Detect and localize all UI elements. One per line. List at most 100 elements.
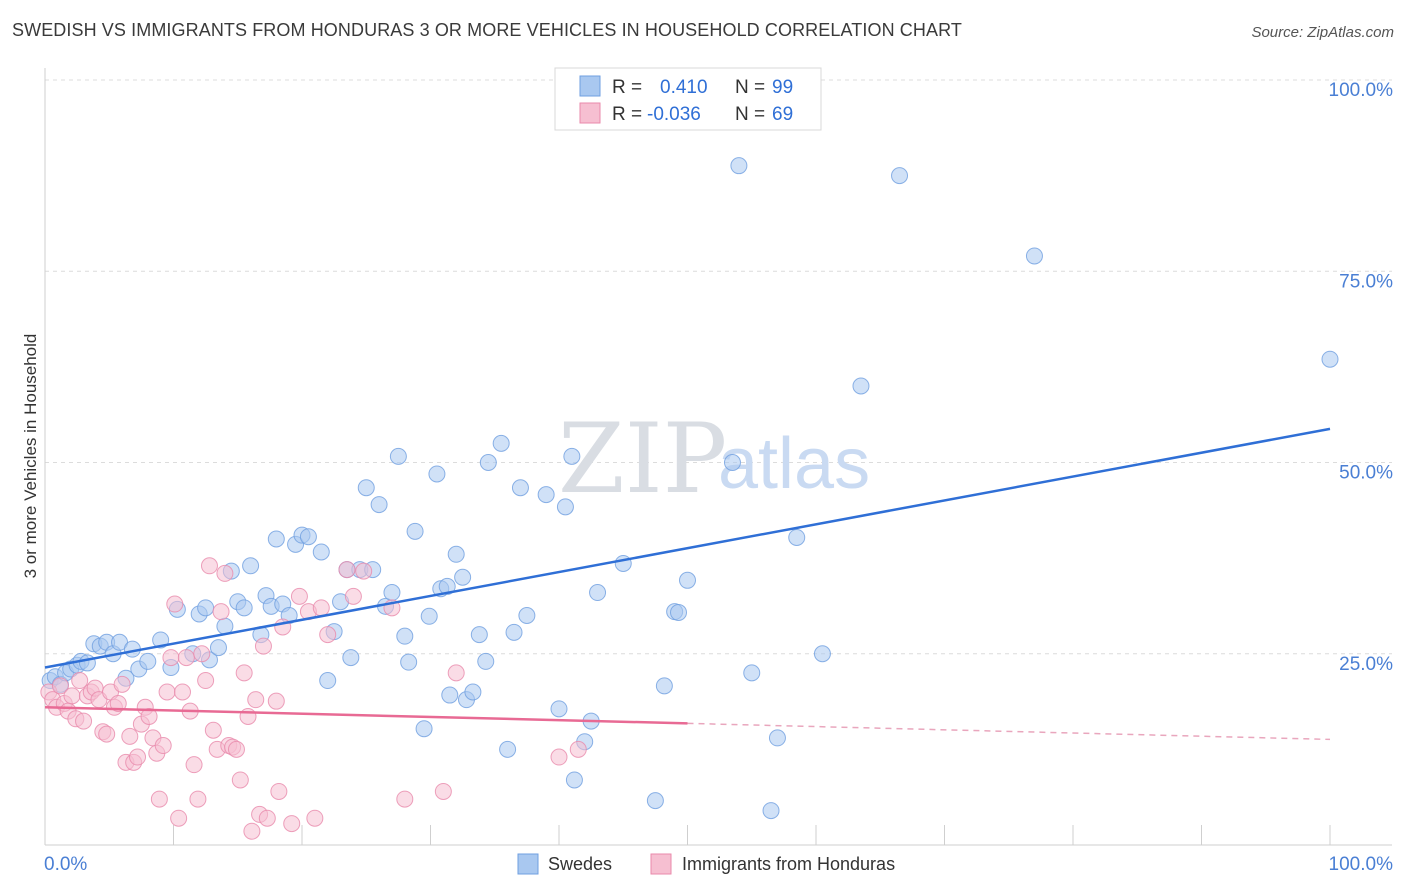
point-swedes (357, 479, 375, 497)
legend-n-value-2: 69 (772, 104, 793, 125)
point-swedes (312, 543, 330, 561)
watermark-atlas: atlas (718, 424, 870, 504)
legend-r-value-2: -0.036 (647, 104, 701, 125)
point-honduras (129, 748, 147, 766)
point-swedes (511, 479, 529, 497)
point-swedes (78, 654, 96, 672)
point-honduras (267, 692, 285, 710)
point-honduras (569, 740, 587, 758)
point-honduras (51, 677, 69, 695)
gridlines (45, 79, 1392, 655)
point-swedes (477, 652, 495, 670)
legend-n-label-1: N = (735, 77, 765, 98)
point-honduras (290, 587, 308, 605)
point-swedes (565, 771, 583, 789)
point-honduras (258, 809, 276, 827)
point-honduras (212, 603, 230, 621)
x-tick-label: 0.0% (44, 854, 87, 875)
trend-lines (44, 427, 1331, 741)
legend-top: R = 0.410 N = 99 R = -0.036 N = 69 (554, 67, 822, 131)
point-swedes (406, 522, 424, 540)
point-honduras (71, 672, 89, 690)
point-honduras (283, 815, 301, 833)
point-honduras (396, 790, 414, 808)
point-swedes (723, 454, 741, 471)
legend-n-label-2: N = (735, 104, 765, 125)
point-swedes (299, 528, 317, 546)
point-swedes (492, 434, 510, 452)
point-honduras (113, 675, 131, 693)
y-tick-label: 25.0% (1339, 654, 1393, 675)
point-honduras (227, 740, 245, 758)
point-swedes (556, 498, 574, 516)
point-honduras (189, 790, 207, 808)
point-swedes (499, 740, 517, 758)
point-swedes (370, 496, 388, 514)
legend-swatch-swedes (579, 75, 601, 97)
series-honduras (40, 557, 587, 840)
point-swedes (420, 607, 438, 625)
point-swedes (891, 167, 909, 185)
legend-bottom: Swedes Immigrants from Honduras (517, 853, 895, 875)
point-swedes (852, 377, 870, 395)
point-swedes (464, 683, 482, 701)
point-swedes (209, 639, 227, 657)
point-honduras (177, 649, 195, 667)
point-swedes (1321, 350, 1339, 368)
y-tick-label: 50.0% (1339, 463, 1393, 484)
point-swedes (679, 571, 696, 589)
point-honduras (200, 557, 218, 575)
point-honduras (235, 664, 253, 682)
point-honduras (550, 748, 568, 766)
point-swedes (235, 599, 253, 617)
point-swedes (589, 584, 607, 602)
point-honduras (319, 626, 337, 644)
point-swedes (319, 672, 337, 690)
watermark: ZIP atlas (558, 403, 870, 515)
point-swedes (655, 677, 673, 695)
point-swedes (197, 599, 215, 617)
chart-source: Source: ZipAtlas.com (1251, 24, 1394, 41)
point-honduras (63, 687, 81, 705)
point-honduras (150, 790, 168, 808)
point-swedes (454, 568, 472, 586)
point-honduras (338, 561, 356, 579)
point-swedes (447, 545, 465, 563)
y-tick-label: 75.0% (1339, 271, 1393, 292)
point-swedes (550, 700, 568, 718)
point-honduras (154, 737, 172, 755)
y-tick-label: 100.0% (1329, 80, 1394, 101)
point-swedes (428, 465, 446, 483)
point-honduras (185, 756, 203, 774)
point-honduras (121, 727, 139, 745)
x-tick-label: 100.0% (1329, 854, 1394, 875)
point-swedes (441, 686, 459, 704)
y-axis-title: 3 or more Vehicles in Household (21, 334, 40, 579)
legend-bottom-label-honduras: Immigrants from Honduras (682, 854, 895, 874)
point-honduras (193, 645, 211, 663)
point-swedes (415, 720, 433, 738)
point-swedes (730, 157, 748, 175)
point-swedes (743, 664, 761, 682)
tick-labels: 25.0% 50.0% 75.0% 100.0% 0.0% 100.0% (44, 80, 1393, 875)
point-honduras (247, 691, 265, 709)
point-honduras (239, 707, 257, 725)
point-honduras (158, 683, 176, 701)
point-swedes (788, 528, 806, 546)
series-swedes (41, 157, 1339, 820)
point-swedes (1025, 247, 1043, 265)
legend-bottom-swatch-swedes (517, 853, 539, 875)
point-honduras (216, 564, 234, 582)
point-honduras (173, 683, 191, 701)
legend-r-label-1: R = (612, 77, 642, 98)
point-swedes (152, 631, 170, 649)
legend-bottom-label-swedes: Swedes (548, 854, 612, 874)
point-swedes (670, 603, 688, 621)
point-honduras (344, 587, 362, 605)
chart-title: SWEDISH VS IMMIGRANTS FROM HONDURAS 3 OR… (12, 20, 962, 40)
trend-line-honduras-extension (687, 722, 1331, 741)
point-swedes (389, 447, 407, 465)
point-honduras (312, 599, 330, 617)
point-swedes (438, 577, 456, 595)
